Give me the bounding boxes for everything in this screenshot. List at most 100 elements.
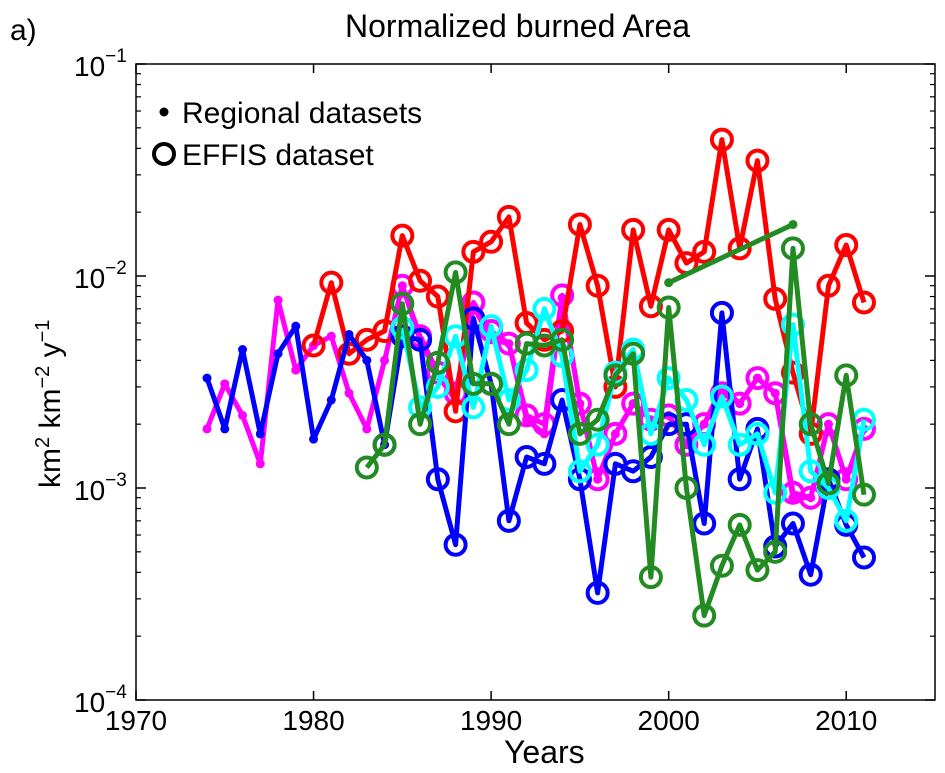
- y-tick-label: 10−1: [74, 46, 127, 82]
- series-line: [667, 222, 795, 285]
- data-point-circle: [354, 455, 379, 480]
- data-point-circle: [709, 127, 734, 152]
- data-point-circle: [851, 290, 876, 315]
- data-point-circle: [408, 268, 433, 293]
- x-axis-label: Years: [504, 734, 585, 770]
- y-tick-label: 10−2: [74, 258, 127, 294]
- chart-title: Normalized burned Area: [345, 8, 691, 44]
- data-point-circle: [727, 467, 752, 492]
- x-tick-label: 2000: [638, 705, 700, 736]
- data-point-circle: [372, 432, 397, 457]
- data-point-dot: [309, 434, 319, 444]
- data-point-dot: [362, 424, 372, 434]
- data-point-circle: [798, 485, 823, 510]
- data-point-circle: [638, 565, 663, 590]
- data-point-dot: [273, 349, 283, 359]
- data-point-circle: [550, 283, 575, 308]
- data-point-dot: [220, 379, 230, 389]
- data-point-circle: [745, 421, 770, 446]
- y-tick-label: 10−4: [74, 682, 127, 718]
- data-point-dot: [255, 429, 265, 439]
- legend-marker-circle: [152, 142, 176, 166]
- data-point-circle: [461, 239, 486, 264]
- data-point-circle: [780, 236, 805, 261]
- series-layer: [202, 127, 876, 628]
- data-point-circle: [763, 539, 788, 564]
- data-point-circle: [816, 273, 841, 298]
- data-point-dot: [238, 345, 248, 355]
- data-point-circle: [834, 508, 859, 533]
- data-point-circle: [674, 476, 699, 500]
- y-axis-label-unit-2: km: [34, 388, 67, 437]
- data-point-circle: [425, 350, 450, 375]
- data-point-dot: [362, 355, 372, 365]
- y-axis-label-exp-3: −1: [32, 319, 54, 343]
- y-tick-label: 10−3: [74, 470, 127, 506]
- y-axis-label-exp-1: 2: [32, 436, 54, 448]
- data-point-circle: [727, 512, 752, 537]
- data-point-dot: [202, 424, 212, 434]
- data-point-circle: [567, 212, 592, 237]
- data-point-dot: [220, 424, 230, 434]
- data-point-circle: [798, 562, 823, 587]
- y-axis-label-exp-2: −2: [32, 365, 54, 389]
- data-point-circle: [692, 603, 717, 628]
- data-point-circle: [780, 360, 805, 385]
- x-tick-label: 1970: [105, 705, 167, 736]
- data-point-circle: [550, 327, 575, 352]
- data-point-circle: [745, 148, 770, 173]
- data-point-circle: [496, 412, 521, 437]
- data-point-circle: [709, 553, 734, 578]
- data-point-circle: [692, 239, 717, 264]
- panel-label: a): [10, 14, 37, 47]
- data-point-dot: [664, 278, 674, 288]
- data-point-circle: [461, 395, 486, 420]
- data-point-dot: [202, 373, 212, 383]
- series-6: [354, 236, 876, 628]
- x-tick-label: 1980: [282, 705, 344, 736]
- series-2: [301, 127, 876, 446]
- data-point-circle: [319, 270, 344, 295]
- data-point-circle: [443, 260, 468, 285]
- series-7: [664, 219, 798, 288]
- data-point-circle: [567, 459, 592, 484]
- data-point-circle: [496, 204, 521, 229]
- data-point-dot: [380, 355, 390, 365]
- data-point-circle: [798, 412, 823, 437]
- data-point-circle: [692, 511, 717, 536]
- data-point-circle: [780, 511, 805, 536]
- data-point-dot: [291, 321, 301, 331]
- legend-label: EFFIS dataset: [182, 139, 374, 172]
- y-axis-label: km2 km−2 y−1: [32, 320, 68, 488]
- data-point-circle: [390, 223, 415, 248]
- data-point-dot: [344, 388, 354, 398]
- y-axis-label-unit-3: y: [34, 342, 67, 366]
- data-point-dot: [326, 331, 336, 341]
- data-point-circle: [443, 532, 468, 557]
- data-point-circle: [390, 291, 415, 316]
- plot-frame: [135, 63, 936, 701]
- data-point-dot: [238, 410, 248, 420]
- data-point-circle: [851, 545, 876, 570]
- data-point-circle: [692, 432, 717, 457]
- data-point-circle: [834, 363, 859, 388]
- data-point-dot: [344, 329, 354, 339]
- data-point-circle: [656, 366, 681, 391]
- data-point-dot: [788, 219, 798, 229]
- data-point-circle: [532, 451, 557, 476]
- data-point-circle: [585, 407, 610, 432]
- data-point-circle: [709, 300, 734, 325]
- data-point-circle: [461, 371, 486, 396]
- data-point-circle: [408, 412, 433, 437]
- y-axis-label-unit-1: km: [34, 448, 67, 488]
- data-point-circle: [514, 331, 539, 356]
- data-point-dot: [273, 295, 283, 305]
- x-tick-label: 1990: [460, 705, 522, 736]
- data-point-circle: [745, 558, 770, 583]
- data-point-circle: [585, 273, 610, 298]
- data-point-dot: [291, 365, 301, 375]
- data-point-circle: [621, 217, 646, 242]
- data-point-circle: [851, 482, 876, 507]
- data-point-circle: [479, 371, 504, 396]
